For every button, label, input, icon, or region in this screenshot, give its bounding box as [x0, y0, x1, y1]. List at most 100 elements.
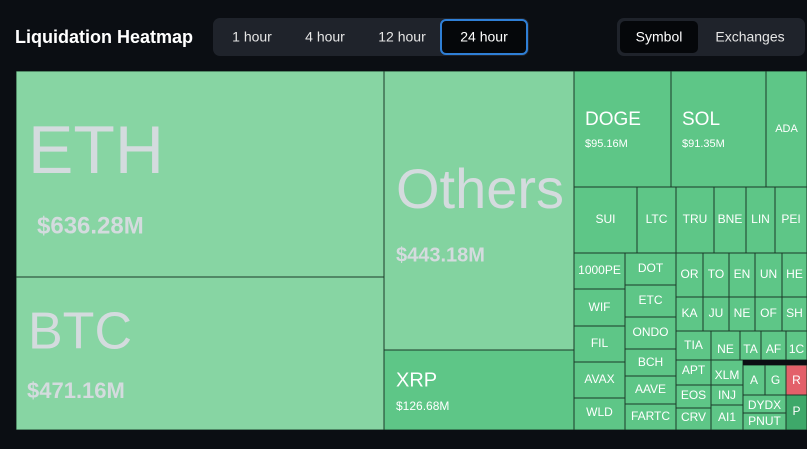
- tile[interactable]: TO: [703, 253, 729, 297]
- tile[interactable]: INJ: [711, 385, 743, 405]
- tile[interactable]: EN: [729, 253, 755, 297]
- tile-label: XRP: [396, 369, 437, 391]
- tile-bg: [746, 187, 775, 253]
- view-selected: [620, 21, 698, 53]
- tile-label: Others: [396, 157, 564, 220]
- tile[interactable]: XRP $126.68M: [384, 350, 574, 430]
- tile[interactable]: EOS: [676, 385, 711, 408]
- tile-bg: [743, 413, 786, 430]
- tile[interactable]: TIA: [676, 331, 711, 360]
- tile[interactable]: UN: [755, 253, 782, 297]
- timeframe-tab[interactable]: 12 hour: [378, 29, 426, 45]
- tile-bg: [625, 317, 676, 349]
- tile-label: PEI: [781, 212, 800, 226]
- tile[interactable]: AVAX: [574, 362, 625, 398]
- tile[interactable]: WLD: [574, 398, 625, 430]
- tile[interactable]: 1000PE: [574, 253, 625, 289]
- tile[interactable]: AF: [761, 331, 786, 360]
- tile-bg: [703, 297, 729, 331]
- tile-label: AVAX: [584, 372, 614, 386]
- tile-bg: [743, 395, 786, 413]
- tile[interactable]: TRU: [676, 187, 714, 253]
- tile-label: 1000PE: [578, 263, 621, 277]
- tile-label: R: [792, 373, 801, 387]
- timeframe-tab[interactable]: 1 hour: [232, 29, 272, 45]
- view-tab[interactable]: Symbol: [636, 29, 683, 45]
- tile[interactable]: HE: [782, 253, 807, 297]
- tile[interactable]: PNUT: [743, 413, 786, 430]
- tile-bg: [766, 71, 807, 187]
- tile[interactable]: APT: [676, 360, 711, 385]
- tile[interactable]: XLM: [711, 360, 743, 385]
- timeframe-tab[interactable]: 24 hour: [460, 29, 508, 45]
- tile[interactable]: A: [743, 365, 765, 395]
- tile-bg: [637, 187, 676, 253]
- tile[interactable]: LTC: [637, 187, 676, 253]
- tile[interactable]: DOGE $95.16M: [574, 71, 671, 187]
- tile-label: SOL: [682, 109, 720, 130]
- timeframe-tab[interactable]: 4 hour: [305, 29, 345, 45]
- tile[interactable]: G: [765, 365, 786, 395]
- tile-label: SUI: [595, 212, 615, 226]
- tile-bg: [711, 360, 743, 385]
- tile-bg: [574, 253, 625, 289]
- tile[interactable]: SUI: [574, 187, 637, 253]
- tile[interactable]: ONDO: [625, 317, 676, 349]
- tile[interactable]: R: [786, 365, 807, 395]
- tile[interactable]: AAVE: [625, 376, 676, 404]
- tile-label: BTC: [28, 303, 132, 361]
- tile-label: APT: [682, 363, 706, 377]
- tile[interactable]: SH: [782, 297, 807, 331]
- tile-bg: [676, 297, 703, 331]
- tile[interactable]: JU: [703, 297, 729, 331]
- tile-bg: [755, 297, 782, 331]
- tile[interactable]: BCH: [625, 349, 676, 376]
- tile-value: $443.18M: [396, 244, 485, 266]
- tile-label: JU: [709, 306, 724, 320]
- tile[interactable]: NE: [711, 331, 740, 360]
- tile[interactable]: BNE: [714, 187, 746, 253]
- tile[interactable]: FIL: [574, 326, 625, 362]
- tile[interactable]: OF: [755, 297, 782, 331]
- tile-bg: [574, 398, 625, 430]
- tile[interactable]: NE: [729, 297, 755, 331]
- tile[interactable]: ADA: [766, 71, 807, 187]
- tile[interactable]: ETH $636.28M: [16, 71, 384, 277]
- tile[interactable]: TA: [740, 331, 761, 360]
- tile-bg: [16, 277, 384, 430]
- tile-label: G: [771, 373, 780, 387]
- tile-bg: [574, 71, 671, 187]
- tile-bg: [16, 71, 384, 277]
- tile-bg: [625, 376, 676, 404]
- tile-bg: [786, 331, 807, 360]
- tile-label: TIA: [684, 338, 703, 352]
- tile-bg: [384, 71, 574, 350]
- tile[interactable]: 1C: [786, 331, 807, 360]
- tile[interactable]: WIF: [574, 289, 625, 326]
- tile[interactable]: DYDX: [743, 395, 786, 413]
- tile[interactable]: SOL $91.35M: [671, 71, 766, 187]
- tile-label: ETC: [639, 293, 663, 307]
- tile[interactable]: DOT: [625, 253, 676, 285]
- tile[interactable]: LIN: [746, 187, 775, 253]
- tile[interactable]: CRV: [676, 408, 711, 430]
- tile[interactable]: OR: [676, 253, 703, 297]
- tile-label: DYDX: [748, 398, 781, 412]
- tile-label: ETH: [28, 112, 164, 188]
- tile[interactable]: KA: [676, 297, 703, 331]
- view-tab[interactable]: Exchanges: [715, 29, 784, 45]
- tile-label: LTC: [646, 212, 668, 226]
- tile[interactable]: PEI: [775, 187, 807, 253]
- tile[interactable]: FARTC: [625, 404, 676, 430]
- tile[interactable]: Others $443.18M: [384, 71, 574, 350]
- tile[interactable]: P: [786, 395, 807, 430]
- tile-label: AF: [766, 342, 781, 356]
- tile-value: $95.16M: [585, 138, 628, 150]
- tile-bg: [574, 326, 625, 362]
- tile-bg: [765, 365, 786, 395]
- tile-bg: [703, 253, 729, 297]
- tile[interactable]: BTC $471.16M: [16, 277, 384, 430]
- tile[interactable]: AI1: [711, 405, 743, 430]
- tile[interactable]: ETC: [625, 285, 676, 317]
